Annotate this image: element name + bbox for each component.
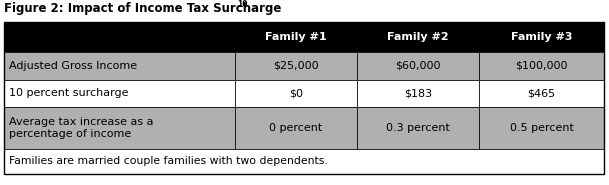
Bar <box>235 80 357 107</box>
Text: Family #3: Family #3 <box>511 32 572 42</box>
Text: Families are married couple families with two dependents.: Families are married couple families wit… <box>9 157 328 166</box>
Bar <box>479 52 604 80</box>
Text: 0 percent: 0 percent <box>269 123 323 133</box>
Bar <box>357 80 479 107</box>
Bar <box>235 22 357 52</box>
Bar <box>357 52 479 80</box>
Bar <box>235 52 357 80</box>
Bar <box>357 52 479 80</box>
Text: Family #1: Family #1 <box>265 32 327 42</box>
Bar <box>357 107 479 149</box>
Bar <box>479 107 604 149</box>
Text: Average tax increase as a
percentage of income: Average tax increase as a percentage of … <box>9 117 153 139</box>
Bar <box>479 22 604 52</box>
Text: $25,000: $25,000 <box>273 61 319 71</box>
Bar <box>479 52 604 80</box>
Text: Adjusted Gross Income: Adjusted Gross Income <box>9 61 137 71</box>
Text: $0: $0 <box>289 88 303 98</box>
Bar <box>479 22 604 52</box>
Text: $100,000: $100,000 <box>515 61 568 71</box>
Bar <box>357 107 479 149</box>
Text: $183: $183 <box>404 88 432 98</box>
Bar <box>4 107 235 149</box>
Bar <box>479 80 604 107</box>
Bar <box>235 107 357 149</box>
Bar <box>4 52 235 80</box>
Bar <box>235 22 357 52</box>
Text: 0.3 percent: 0.3 percent <box>386 123 450 133</box>
Bar <box>479 80 604 107</box>
Bar <box>4 149 604 174</box>
Bar <box>4 22 604 174</box>
Text: $60,000: $60,000 <box>395 61 441 71</box>
Text: 10 percent surcharge: 10 percent surcharge <box>9 88 128 98</box>
Bar <box>479 107 604 149</box>
Text: 0.5 percent: 0.5 percent <box>510 123 574 133</box>
Text: 10: 10 <box>237 0 247 9</box>
Bar <box>4 80 235 107</box>
Bar <box>4 52 235 80</box>
Bar <box>357 22 479 52</box>
Bar <box>235 52 357 80</box>
Text: Family #2: Family #2 <box>387 32 449 42</box>
Bar <box>357 80 479 107</box>
Text: Figure 2: Impact of Income Tax Surcharge: Figure 2: Impact of Income Tax Surcharge <box>4 2 281 15</box>
Text: $465: $465 <box>527 88 555 98</box>
Bar <box>4 107 235 149</box>
Bar <box>4 22 235 52</box>
Bar <box>235 107 357 149</box>
Bar <box>4 22 235 52</box>
Bar <box>357 22 479 52</box>
Bar <box>235 80 357 107</box>
Bar <box>4 80 235 107</box>
Bar <box>4 149 604 174</box>
